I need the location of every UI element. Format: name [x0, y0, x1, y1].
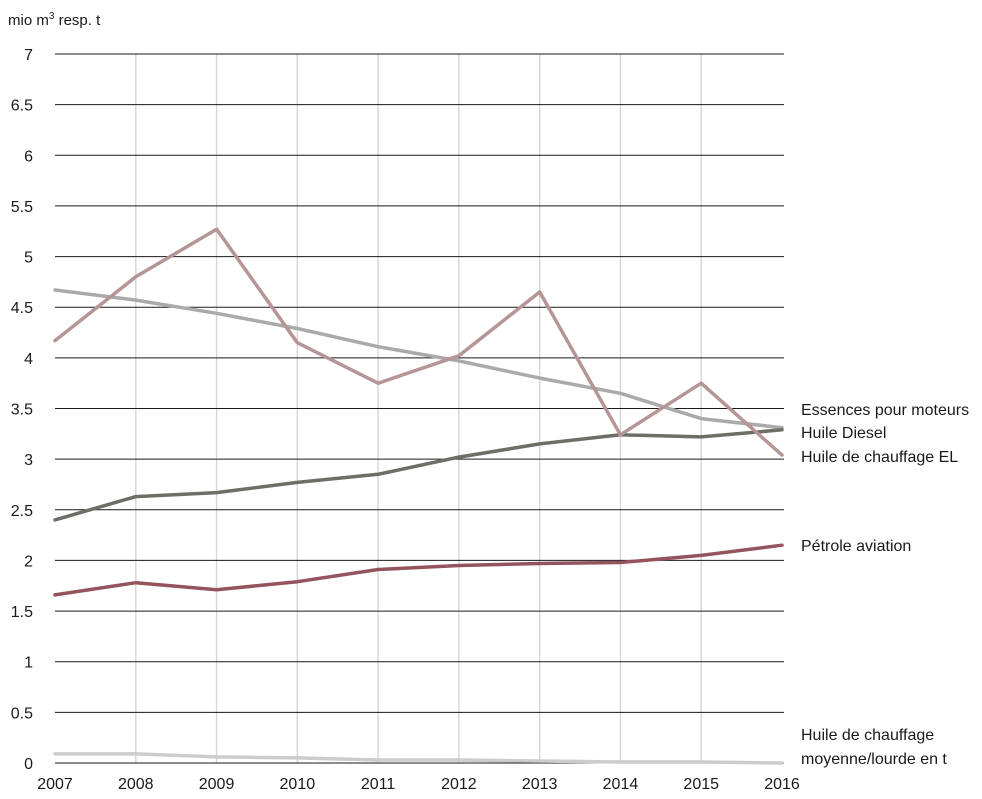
x-tick-label: 2009 [199, 776, 235, 793]
series-label: Huile Diesel [801, 425, 886, 442]
series-line [53, 752, 784, 765]
series-line [53, 227, 784, 457]
x-tick-label: 2008 [118, 776, 154, 793]
series-labels: Essences pour moteurs Huile Diesel Huile d… [801, 402, 969, 768]
y-tick-label: 6.5 [11, 98, 33, 115]
y-tick-label: 3.5 [11, 402, 33, 419]
series-line [53, 428, 784, 522]
x-tick-label: 2012 [441, 776, 477, 793]
unit-suffix: resp. t [54, 12, 101, 29]
y-tick-label: 2.5 [11, 503, 33, 520]
x-tick-label: 2007 [37, 776, 73, 793]
x-tick-label: 2011 [361, 776, 396, 793]
x-tick-label: 2016 [764, 776, 800, 793]
series-label: Huile de chauffage EL [801, 449, 958, 466]
series-line [53, 543, 784, 597]
y-tick-label: 1 [24, 655, 33, 672]
y-tick-label: 0 [24, 756, 33, 773]
x-tick-label: 2010 [280, 776, 316, 793]
unit-prefix: mio m [8, 12, 49, 29]
y-tick-label: 4 [24, 351, 33, 368]
y-axis-unit-label: mio m3 resp. t [8, 11, 101, 29]
y-tick-label: 4.5 [11, 300, 33, 317]
unit-superscript: 3 [49, 11, 55, 22]
y-tick-label: 5 [24, 250, 33, 267]
y-tick-label: 1.5 [11, 604, 33, 621]
y-tick-label: 0.5 [11, 705, 33, 722]
series-label: Essences pour moteurs [801, 402, 969, 419]
series-label: Pétrole aviation [801, 538, 911, 555]
y-axis-tick-labels: 0 0.5 1 1.5 2 2.5 3 3.5 4 4.5 5 5.5 6 6.5 7 [11, 47, 33, 773]
x-tick-label: 2013 [522, 776, 558, 793]
y-tick-label: 2 [24, 553, 33, 570]
y-tick-label: 6 [24, 148, 33, 165]
series-line [53, 288, 784, 430]
y-tick-label: 3 [24, 452, 33, 469]
x-axis-tick-labels: 2007 2008 2009 2010 2011 2012 2013 2014 2015 2016 [37, 776, 800, 793]
series-label: Huile de chauffage moyenne/lourde en t [801, 727, 947, 768]
y-tick-label: 5.5 [11, 199, 33, 216]
series-lines [53, 227, 784, 765]
y-tick-label: 7 [24, 47, 33, 64]
x-tick-label: 2014 [603, 776, 639, 793]
x-tick-label: 2015 [683, 776, 719, 793]
